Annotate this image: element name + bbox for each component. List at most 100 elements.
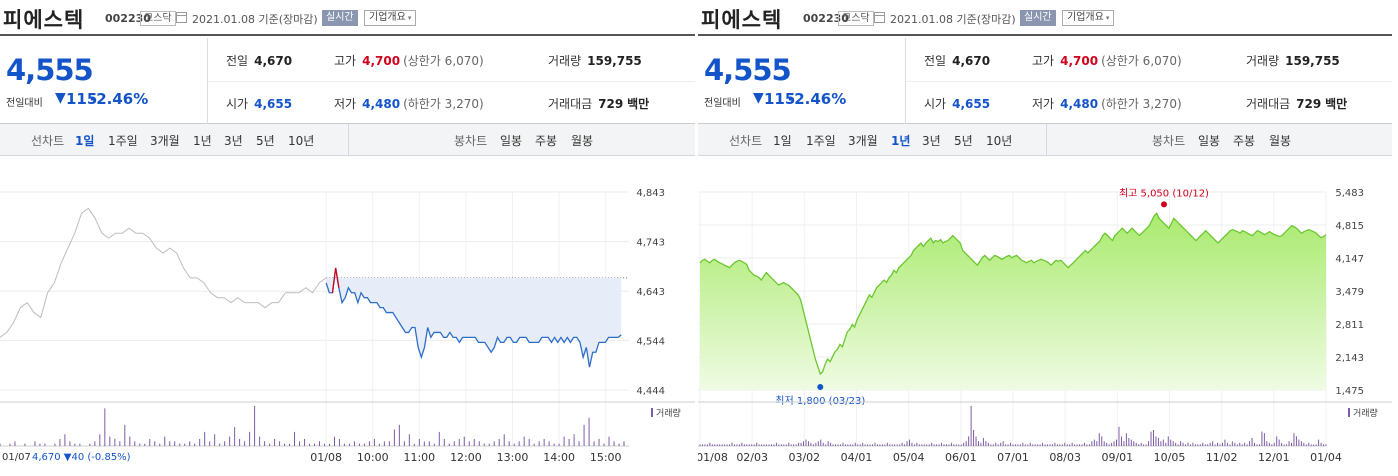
x-tick-label: 01/04 xyxy=(1310,451,1342,464)
tab-monthly-candle[interactable]: 월봉 xyxy=(1269,134,1292,148)
stock-name[interactable]: 피에스텍 xyxy=(701,8,783,32)
chart-tabbar: 선차트 1일 1주일 3개월 1년 3년 5년 10년 봉차트 일봉 주봉 월봉 xyxy=(698,124,1392,156)
volume-value: 159,755 xyxy=(587,54,642,68)
x-tick-label: 02/03 xyxy=(736,451,768,464)
x-tick-label: 11:00 xyxy=(403,451,435,464)
candle-chart-label: 봉차트 xyxy=(1152,134,1186,148)
open-label: 시가 xyxy=(924,97,947,111)
down-arrow-icon: ▼ xyxy=(55,90,66,106)
tab-monthly-candle[interactable]: 월봉 xyxy=(571,134,594,148)
y-tick-label: 4,743 xyxy=(636,238,665,249)
tab-3month[interactable]: 3개월 xyxy=(848,134,878,148)
intraday-chart: 4,843 4,743 4,643 4,544 4,444 01/08 10:00 11:00… xyxy=(0,188,695,464)
quote-row-divider xyxy=(906,81,1392,82)
low-price: 저가 4,480 (하한가 3,270) xyxy=(1032,95,1182,112)
prev-close: 전일 4,670 xyxy=(226,52,292,69)
line-chart-label: 선차트 xyxy=(729,134,763,148)
quote-divider xyxy=(905,38,906,124)
prev-close-label: 전일 xyxy=(924,54,947,68)
tab-weekly-candle[interactable]: 주봉 xyxy=(535,134,558,148)
prev-session-change: 4,670 ▼40 (-0.85%) xyxy=(32,452,131,463)
company-info-label: 기업개요 xyxy=(369,12,406,23)
above-close-segment xyxy=(335,267,340,288)
chevron-down-icon: ▾ xyxy=(1105,14,1110,22)
company-info-dropdown[interactable]: 기업개요 ▾ xyxy=(1062,10,1115,26)
open-value: 4,655 xyxy=(952,97,991,111)
volume-legend-label: 거래량 xyxy=(656,407,681,419)
company-info-dropdown[interactable]: 기업개요 ▾ xyxy=(364,10,417,26)
trade-amount: 거래대금 729 백만 xyxy=(1246,95,1347,112)
low-value: 4,480 xyxy=(1060,97,1099,111)
chart-tabbar: 선차트 1일 1주일 3개월 1년 3년 5년 10년 봉차트 일봉 주봉 월봉 xyxy=(0,124,695,156)
amount-value: 729 xyxy=(598,97,624,111)
above-close-segment xyxy=(331,267,337,293)
stock-header: 피에스텍 002230 코스닥 2021.01.08 기준(장마감) 실시간 기… xyxy=(0,0,695,36)
x-tick-label: 05/04 xyxy=(893,451,925,464)
tab-1week[interactable]: 1주일 xyxy=(806,134,836,148)
upper-limit: (상한가 6,070) xyxy=(403,54,484,68)
prev-close-value: 4,670 xyxy=(254,54,293,68)
panel-divider xyxy=(695,0,698,476)
tab-1year[interactable]: 1년 xyxy=(193,134,212,148)
volume: 거래량 159,755 xyxy=(548,52,642,69)
y-tick-label: 2,143 xyxy=(1335,353,1364,364)
amount-label: 거래대금 xyxy=(548,97,593,111)
change-label: 전일대비 xyxy=(6,98,43,109)
tab-1day[interactable]: 1일 xyxy=(75,134,95,148)
change-label: 전일대비 xyxy=(704,98,741,109)
x-tick-label: 09/01 xyxy=(1101,451,1133,464)
trade-amount: 거래대금 729 백만 xyxy=(548,95,649,112)
price-line xyxy=(699,212,1327,376)
min-marker xyxy=(817,383,824,390)
volume-label: 거래량 xyxy=(548,54,582,68)
tab-3year[interactable]: 3년 xyxy=(224,134,243,148)
tab-1week[interactable]: 1주일 xyxy=(108,134,138,148)
market-badge: 코스닥 xyxy=(838,11,874,26)
current-price: 4,555 xyxy=(704,53,792,87)
realtime-button[interactable]: 실시간 xyxy=(1020,10,1056,26)
high-value: 4,700 xyxy=(362,54,401,68)
y-tick-label: 3,479 xyxy=(1335,287,1364,298)
tab-5year[interactable]: 5년 xyxy=(256,134,275,148)
amount-label: 거래대금 xyxy=(1246,97,1291,111)
tab-1day[interactable]: 1일 xyxy=(773,134,792,148)
open-value: 4,655 xyxy=(254,97,293,111)
stock-name[interactable]: 피에스텍 xyxy=(3,8,85,32)
volume-value: 159,755 xyxy=(1285,54,1340,68)
tab-1year[interactable]: 1년 xyxy=(891,134,911,148)
tab-daily-candle[interactable]: 일봉 xyxy=(500,134,523,148)
tab-3month[interactable]: 3개월 xyxy=(150,134,180,148)
volume-legend-label: 거래량 xyxy=(1353,407,1378,419)
below-close-area xyxy=(326,277,622,368)
y-tick-label: 4,643 xyxy=(636,287,665,298)
tab-weekly-candle[interactable]: 주봉 xyxy=(1233,134,1256,148)
yearly-chart: 5,483 4,815 4,147 3,479 2,811 2,143 1,475 01/08… xyxy=(698,187,1392,464)
calendar-icon xyxy=(874,12,885,23)
y-tick-label: 4,444 xyxy=(636,386,665,397)
previous-session-line xyxy=(0,207,327,338)
x-tick-label: 12:00 xyxy=(450,451,482,464)
low-label: 저가 xyxy=(334,97,357,111)
base-date: 2021.01.08 기준(장마감) xyxy=(890,13,1016,26)
change-percent: -2.46% xyxy=(90,90,149,108)
stock-code: 002230 xyxy=(803,12,849,25)
y-tick-label: 4,544 xyxy=(636,336,665,347)
tab-daily-candle[interactable]: 일봉 xyxy=(1198,134,1221,148)
prev-close-value: 4,670 xyxy=(952,54,991,68)
tab-10year[interactable]: 10년 xyxy=(288,134,315,148)
high-label: 고가 xyxy=(1032,54,1055,68)
x-tick-label: 01/08 xyxy=(310,451,342,464)
x-tick-label: 11/02 xyxy=(1206,451,1238,464)
tab-5year[interactable]: 5년 xyxy=(954,134,973,148)
max-marker xyxy=(1160,201,1167,208)
quote-box: 4,555 전일대비 ▼ 115 -2.46% 전일 4,670 고가 4,700(… xyxy=(0,38,695,124)
realtime-button[interactable]: 실시간 xyxy=(322,10,358,26)
chevron-down-icon: ▾ xyxy=(407,14,412,22)
max-annotation: 최고 5,050 (10/12) xyxy=(1119,187,1209,199)
open-price: 시가 4,655 xyxy=(924,95,990,112)
amount-unit: 백만 xyxy=(1325,97,1348,111)
tab-10year[interactable]: 10년 xyxy=(986,134,1013,148)
tab-3year[interactable]: 3년 xyxy=(922,134,941,148)
upper-limit: (상한가 6,070) xyxy=(1101,54,1182,68)
change-amount: 115 xyxy=(764,90,796,108)
